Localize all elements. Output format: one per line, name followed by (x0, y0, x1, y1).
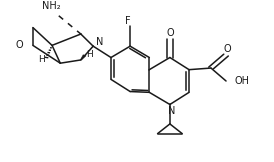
Text: N: N (169, 106, 176, 116)
Text: N: N (96, 37, 104, 47)
Text: H: H (38, 55, 44, 64)
Text: F: F (125, 16, 131, 26)
Text: H: H (86, 50, 93, 59)
Text: O: O (16, 40, 23, 50)
Text: NH₂: NH₂ (42, 1, 61, 12)
Text: O: O (166, 28, 174, 38)
Text: OH: OH (234, 76, 249, 86)
Text: O: O (224, 44, 231, 54)
